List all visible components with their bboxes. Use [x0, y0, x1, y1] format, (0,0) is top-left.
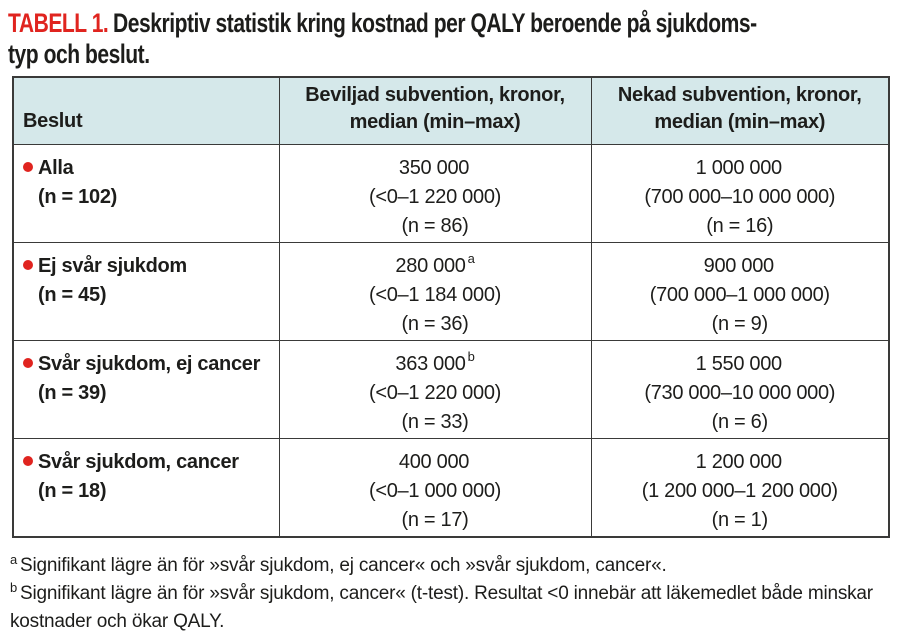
row-n: (n = 102) — [38, 186, 117, 208]
range-value: (700 000–10 000 000) — [644, 186, 836, 208]
range-value: (<0–1 220 000) — [368, 186, 502, 208]
median-value: 350 000 — [398, 157, 470, 179]
range-value: (<0–1 184 000) — [368, 284, 502, 306]
beviljad-cell: 350 000 (<0–1 220 000) (n = 86) — [278, 144, 592, 243]
table-row: Ej svår sjukdom (n = 45) 280 000 a (<0–1 … — [12, 242, 890, 341]
n-value: (n = 6) — [711, 411, 769, 433]
row-label: Ej svår sjukdom — [38, 255, 187, 277]
footnote-text: Signifikant lägre än för »svår sjukdom, … — [10, 583, 873, 632]
median-value: 1 000 000 — [695, 157, 783, 179]
n-value: (n = 86) — [401, 215, 469, 237]
row-label: Alla — [38, 157, 74, 179]
row-n: (n = 39) — [38, 382, 107, 404]
table-row: Svår sjukdom, ej cancer (n = 39) 363 000… — [12, 340, 890, 439]
footnote-marker: a — [10, 552, 18, 567]
footnote-ref: a — [467, 251, 475, 266]
row-label: Svår sjukdom, cancer — [38, 451, 239, 473]
title-line1: Deskriptiv statistik kring kostnad per Q… — [113, 8, 757, 38]
median-value: 363 000 — [395, 353, 466, 375]
statistics-table: Beslut Beviljad subvention, kronor, medi… — [12, 76, 890, 538]
range-value: (700 000–1 000 000) — [649, 284, 830, 306]
beviljad-cell: 280 000 a (<0–1 184 000) (n = 36) — [278, 242, 592, 341]
bullet-icon — [23, 162, 33, 172]
median-value: 400 000 — [398, 451, 470, 473]
table-title: TABELL 1. Deskriptiv statistik kring kost… — [8, 8, 757, 70]
beviljad-cell: 363 000 b (<0–1 220 000) (n = 33) — [278, 340, 592, 439]
footnote-ref: b — [467, 349, 475, 364]
row-label-cell: Ej svår sjukdom (n = 45) — [12, 242, 280, 341]
table-row: Alla (n = 102) 350 000 (<0–1 220 000) (n… — [12, 144, 890, 243]
beviljad-cell: 400 000 (<0–1 000 000) (n = 17) — [278, 438, 592, 538]
row-label-cell: Svår sjukdom, cancer (n = 18) — [12, 438, 280, 538]
column-header-nekad: Nekad subvention, kronor, median (min–ma… — [590, 76, 890, 145]
table-number-label: TABELL 1. — [8, 8, 109, 38]
range-value: (<0–1 220 000) — [368, 382, 502, 404]
row-label-cell: Svår sjukdom, ej cancer (n = 39) — [12, 340, 280, 439]
n-value: (n = 16) — [706, 215, 774, 237]
nekad-cell: 900 000 (700 000–1 000 000) (n = 9) — [590, 242, 890, 341]
footnote-a: a Signifikant lägre än för »svår sjukdom,… — [10, 552, 894, 580]
row-n: (n = 18) — [38, 480, 107, 502]
nekad-cell: 1 200 000 (1 200 000–1 200 000) (n = 1) — [590, 438, 890, 538]
median-value: 280 000 — [395, 255, 466, 277]
range-value: (730 000–10 000 000) — [644, 382, 836, 404]
median-value: 900 000 — [703, 255, 775, 277]
n-value: (n = 1) — [711, 509, 769, 531]
footnote-text: Signifikant lägre än för »svår sjukdom, … — [20, 555, 667, 576]
n-value: (n = 9) — [711, 313, 769, 335]
row-label: Svår sjukdom, ej cancer — [38, 353, 261, 375]
footnote-b: b Signifikant lägre än för »svår sjukdom,… — [10, 580, 894, 636]
table-row: Svår sjukdom, cancer (n = 18) 400 000 (<… — [12, 438, 890, 538]
bullet-icon — [23, 456, 33, 466]
nekad-cell: 1 000 000 (700 000–10 000 000) (n = 16) — [590, 144, 890, 243]
footnotes: a Signifikant lägre än för »svår sjukdom,… — [10, 552, 894, 636]
header-row: Beslut Beviljad subvention, kronor, medi… — [12, 76, 890, 145]
n-value: (n = 33) — [401, 411, 469, 433]
row-label-cell: Alla (n = 102) — [12, 144, 280, 243]
nekad-cell: 1 550 000 (730 000–10 000 000) (n = 6) — [590, 340, 890, 439]
n-value: (n = 17) — [401, 509, 469, 531]
bullet-icon — [23, 358, 33, 368]
range-value: (<0–1 000 000) — [368, 480, 502, 502]
median-value: 1 200 000 — [695, 451, 783, 473]
range-value: (1 200 000–1 200 000) — [641, 480, 838, 502]
median-value: 1 550 000 — [695, 353, 783, 375]
title-line2: typ och beslut. — [8, 39, 150, 69]
column-header-beslut: Beslut — [12, 76, 280, 145]
bullet-icon — [23, 260, 33, 270]
column-header-beviljad: Beviljad subvention, kronor, median (min… — [278, 76, 592, 145]
n-value: (n = 36) — [401, 313, 469, 335]
row-n: (n = 45) — [38, 284, 107, 306]
footnote-marker: b — [10, 580, 18, 595]
